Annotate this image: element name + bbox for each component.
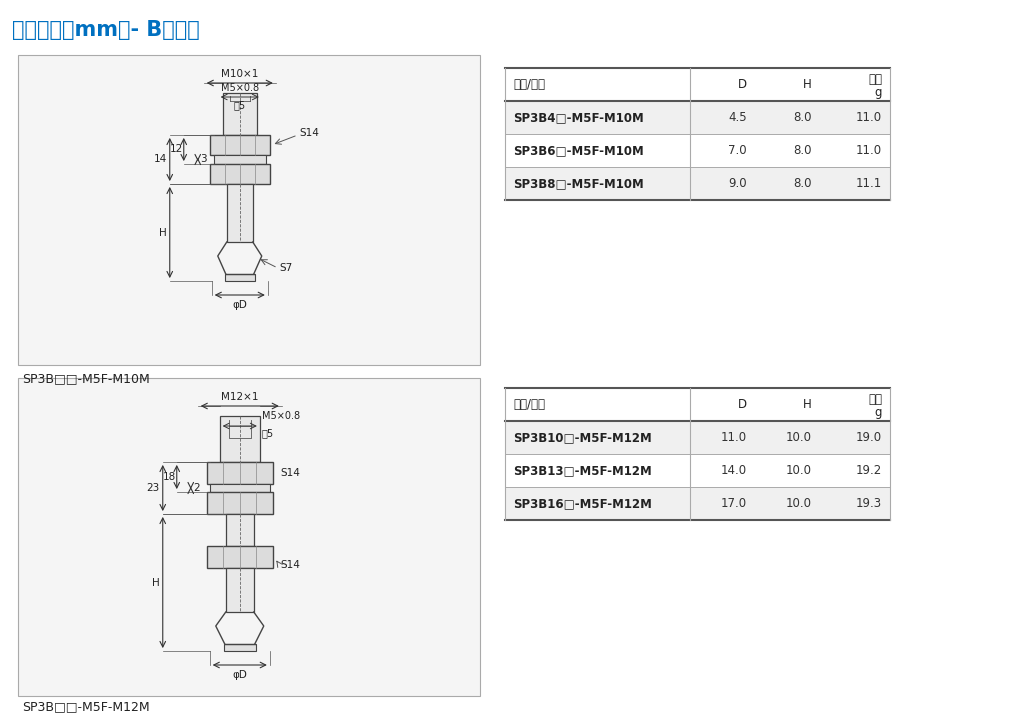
- Bar: [210, 135, 270, 155]
- Text: 19.2: 19.2: [855, 464, 882, 477]
- Bar: [505, 167, 890, 200]
- Text: 23: 23: [146, 483, 160, 493]
- Text: 7.0: 7.0: [728, 144, 747, 157]
- Text: 12: 12: [170, 144, 183, 154]
- Text: D: D: [738, 78, 747, 91]
- Text: 8.0: 8.0: [793, 177, 812, 190]
- Bar: [224, 644, 255, 651]
- Bar: [227, 184, 253, 242]
- Bar: [18, 55, 480, 365]
- Bar: [206, 546, 273, 568]
- Text: 9.0: 9.0: [728, 177, 747, 190]
- Text: g: g: [875, 406, 882, 419]
- Text: 型号/尺寸: 型号/尺寸: [513, 78, 545, 91]
- Text: SP3B4□-M5F-M10M: SP3B4□-M5F-M10M: [513, 111, 644, 124]
- Bar: [214, 155, 265, 164]
- Text: SP3B6□-M5F-M10M: SP3B6□-M5F-M10M: [513, 144, 644, 157]
- Text: SP3B□□-M5F-M10M: SP3B□□-M5F-M10M: [22, 372, 149, 385]
- Text: 8.0: 8.0: [793, 144, 812, 157]
- Bar: [226, 514, 254, 546]
- Text: SP3B□□-M5F-M12M: SP3B□□-M5F-M12M: [22, 700, 149, 713]
- Text: S7: S7: [280, 263, 293, 273]
- Text: S14: S14: [281, 468, 301, 478]
- Bar: [505, 487, 890, 520]
- Bar: [505, 454, 890, 487]
- Text: 10.0: 10.0: [786, 464, 812, 477]
- Text: 11.0: 11.0: [856, 144, 882, 157]
- Text: S14: S14: [300, 128, 319, 138]
- Text: 10.0: 10.0: [786, 431, 812, 444]
- Text: H: H: [152, 578, 160, 588]
- Text: 11.0: 11.0: [721, 431, 747, 444]
- Text: M12×1: M12×1: [221, 392, 258, 402]
- Text: g: g: [875, 86, 882, 99]
- Text: 14: 14: [154, 154, 167, 164]
- Bar: [223, 93, 256, 135]
- Bar: [210, 164, 270, 184]
- Text: 10.0: 10.0: [786, 497, 812, 510]
- Bar: [206, 462, 273, 484]
- Text: S14: S14: [281, 560, 301, 570]
- Bar: [505, 421, 890, 454]
- Text: 17.0: 17.0: [721, 497, 747, 510]
- Bar: [206, 492, 273, 514]
- Bar: [505, 101, 890, 134]
- Text: SP3B16□-M5F-M12M: SP3B16□-M5F-M12M: [513, 497, 652, 510]
- Text: 2: 2: [193, 483, 199, 493]
- Bar: [505, 68, 890, 101]
- Text: M10×1: M10×1: [221, 69, 258, 79]
- Text: φD: φD: [232, 670, 247, 680]
- Text: M5×0.8: M5×0.8: [261, 411, 300, 421]
- Text: 19.3: 19.3: [856, 497, 882, 510]
- Text: 深5: 深5: [261, 428, 274, 438]
- Bar: [18, 378, 480, 696]
- Text: 深5: 深5: [234, 100, 246, 110]
- Text: 3: 3: [199, 154, 206, 164]
- Text: 18: 18: [163, 472, 176, 482]
- Text: D: D: [738, 398, 747, 411]
- Bar: [220, 416, 259, 462]
- Text: SP3B13□-M5F-M12M: SP3B13□-M5F-M12M: [513, 464, 652, 477]
- Text: 11.0: 11.0: [856, 111, 882, 124]
- Text: 型号/尺寸: 型号/尺寸: [513, 398, 545, 411]
- Text: φD: φD: [232, 300, 247, 310]
- Text: 8.0: 8.0: [793, 111, 812, 124]
- Text: 单重: 单重: [868, 393, 882, 406]
- Text: SP3B10□-M5F-M12M: SP3B10□-M5F-M12M: [513, 431, 652, 444]
- Text: 单重: 单重: [868, 73, 882, 86]
- Text: 尺寸规格（mm）- B型吸盘: 尺寸规格（mm）- B型吸盘: [12, 20, 199, 40]
- Text: 11.1: 11.1: [855, 177, 882, 190]
- Text: 19.0: 19.0: [856, 431, 882, 444]
- Text: M5×0.8: M5×0.8: [221, 83, 258, 93]
- Bar: [226, 568, 254, 612]
- Text: 14.0: 14.0: [721, 464, 747, 477]
- Text: 4.5: 4.5: [728, 111, 747, 124]
- Bar: [505, 134, 890, 167]
- Text: H: H: [159, 228, 167, 238]
- Bar: [225, 274, 255, 281]
- Bar: [505, 388, 890, 421]
- Text: H: H: [803, 398, 812, 411]
- Text: SP3B8□-M5F-M10M: SP3B8□-M5F-M10M: [513, 177, 644, 190]
- Text: H: H: [803, 78, 812, 91]
- Bar: [210, 484, 270, 492]
